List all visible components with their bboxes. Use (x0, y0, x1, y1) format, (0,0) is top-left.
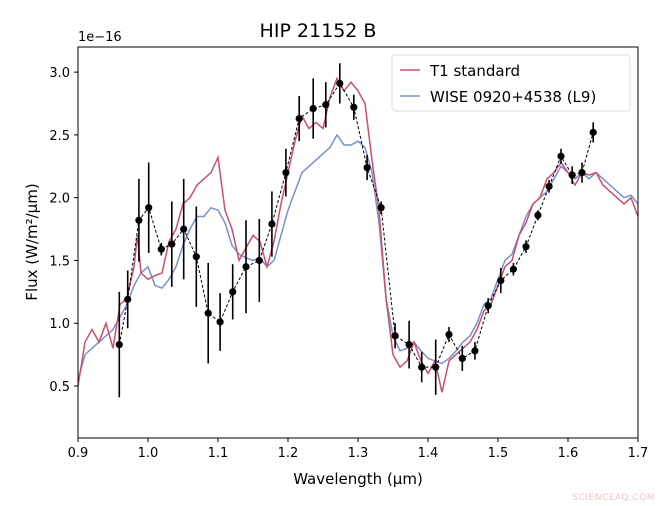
y-tick-label: 2.5 (49, 129, 70, 144)
data-point (445, 330, 453, 339)
data-point (522, 243, 530, 251)
data-point (229, 288, 237, 296)
data-point (432, 363, 440, 371)
legend-label-t1: T1 standard (429, 62, 520, 80)
y-tick-label: 3.0 (49, 66, 70, 81)
t1-standard-line (77, 76, 639, 393)
data-point (124, 295, 132, 303)
data-point (295, 114, 303, 123)
y-tick-label: 0.5 (49, 380, 70, 395)
data-point (157, 245, 165, 253)
x-tick-label: 1.0 (138, 446, 159, 461)
legend-box (391, 54, 631, 112)
y-tick-label: 1.0 (49, 317, 70, 332)
data-point (471, 347, 479, 355)
data-point (322, 101, 330, 109)
chart-title: HIP 21152 B (260, 20, 377, 42)
data-point (268, 220, 276, 228)
data-point (336, 79, 344, 88)
data-point (363, 163, 371, 172)
data-point (405, 340, 413, 349)
data-point (282, 168, 290, 177)
x-tick-label: 1.4 (418, 446, 439, 461)
data-point (509, 265, 517, 273)
data-point (350, 103, 358, 111)
data-point (192, 253, 200, 261)
y-tick-label: 2.0 (49, 192, 70, 207)
x-tick-label: 0.9 (68, 446, 89, 461)
data-point (242, 263, 250, 271)
y-axis-label: Flux (W/m²/μm) (23, 183, 41, 300)
data-point (216, 318, 224, 326)
y-offset-label: 1e−16 (78, 30, 122, 45)
data-point (135, 216, 143, 224)
data-point (309, 104, 317, 113)
data-point (180, 225, 188, 233)
watermark: SCIENCEAQ.COM (572, 493, 655, 503)
data-point (484, 302, 492, 310)
data-point (589, 128, 597, 136)
legend-label-wise: WISE 0920+4538 (L9) (430, 88, 596, 106)
data-point (391, 332, 399, 340)
x-tick-label: 1.1 (208, 446, 229, 461)
data-point (578, 168, 586, 177)
x-tick-label: 1.6 (558, 446, 579, 461)
data-point (534, 211, 542, 219)
data-point (545, 182, 553, 190)
y-tick-label: 1.5 (49, 254, 70, 269)
x-axis-label: Wavelength (μm) (293, 470, 423, 488)
data-point (168, 240, 176, 248)
x-tick-label: 1.2 (278, 446, 299, 461)
data-point (204, 309, 212, 317)
x-tick-label: 1.3 (348, 446, 369, 461)
data-point (115, 340, 123, 349)
data-point (255, 256, 263, 265)
x-tick-label: 1.7 (628, 446, 649, 461)
data-point (568, 171, 576, 179)
data-point (557, 152, 565, 160)
data-point (145, 204, 153, 212)
data-point (377, 204, 385, 212)
data-point (458, 354, 466, 362)
data-point (418, 363, 426, 371)
x-tick-label: 1.5 (488, 446, 509, 461)
legend: T1 standard WISE 0920+4538 (L9) (391, 54, 631, 112)
data-point (497, 276, 505, 285)
